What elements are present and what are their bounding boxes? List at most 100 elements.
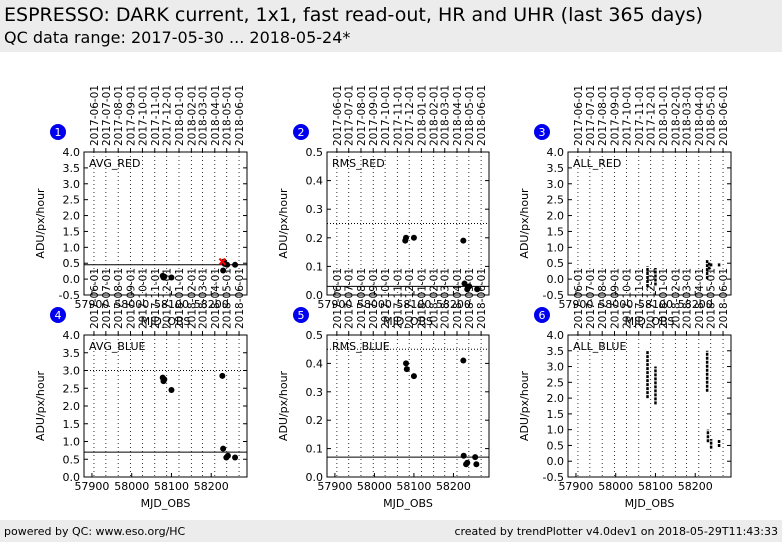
- y-tick-label: 2.5: [547, 194, 565, 207]
- panel-number-badge: [534, 124, 550, 140]
- date-tick-label: 2018-01-01: [658, 268, 670, 329]
- date-tick-label: 2018-01-01: [658, 85, 670, 146]
- y-tick-label: 4.0: [547, 329, 565, 342]
- date-tick-label: 2017-10-01: [380, 268, 392, 329]
- x-tick-label: 58200: [436, 298, 471, 311]
- y-tick-label: 4.0: [63, 329, 81, 342]
- x-tick-label: 58000: [357, 480, 392, 493]
- date-tick-label: 2018-06-01: [234, 85, 246, 146]
- x-tick-label: 58000: [114, 298, 149, 311]
- y-tick-label: 2.5: [63, 382, 81, 395]
- x-tick-label: 58200: [436, 480, 471, 493]
- y-tick-label: 0.0: [306, 289, 324, 302]
- date-tick-label: 2017-09-01: [610, 85, 622, 146]
- y-tick-label: 3.5: [63, 162, 81, 175]
- date-tick-label: 2017-08-01: [597, 85, 609, 146]
- panel-number: 2: [298, 126, 305, 139]
- date-tick-label: 2018-06-01: [476, 85, 488, 146]
- x-axis-label: MJD_OBS: [625, 497, 675, 510]
- data-point: [473, 461, 480, 468]
- y-tick-label: 2.5: [547, 376, 565, 389]
- panel-number-badge: [293, 307, 309, 323]
- page-title: ESPRESSO: DARK current, 1x1, fast read-o…: [4, 4, 703, 26]
- y-tick-label: 0.0: [547, 273, 565, 286]
- data-point: [219, 372, 226, 379]
- date-tick-label: 2017-12-01: [162, 268, 174, 329]
- data-point: [168, 387, 175, 394]
- y-tick-label: 1.5: [63, 418, 81, 431]
- date-tick-label: 2018-02-01: [186, 85, 198, 146]
- panel-number: 4: [55, 309, 62, 322]
- date-tick-label: 2017-09-01: [368, 85, 380, 146]
- y-tick-label: 0.3: [306, 203, 324, 216]
- y-tick-label: 2.0: [63, 210, 81, 223]
- date-tick-label: 2017-10-01: [137, 268, 149, 329]
- date-tick-label: 2018-06-01: [476, 268, 488, 329]
- date-tick-label: 2017-12-01: [404, 268, 416, 329]
- date-tick-label: 2017-08-01: [597, 268, 609, 329]
- date-tick-label: 2018-05-01: [464, 268, 476, 329]
- date-tick-label: 2017-07-01: [101, 268, 113, 329]
- x-tick-label: 58200: [194, 480, 229, 493]
- y-tick-label: 0.5: [547, 257, 565, 270]
- panel-number: 1: [55, 126, 62, 139]
- plot-frame: [326, 151, 490, 296]
- y-tick-label: 0.0: [63, 273, 81, 286]
- date-tick-label: 2017-07-01: [585, 85, 597, 146]
- y-axis-label: ADU/px/hour: [277, 188, 290, 259]
- date-tick-label: 2018-06-01: [234, 268, 246, 329]
- panel-number-badge: [293, 124, 309, 140]
- data-point: [224, 261, 231, 268]
- y-tick-label: 1.0: [63, 241, 81, 254]
- date-tick-label: 2018-05-01: [464, 85, 476, 146]
- date-tick-label: 2018-04-01: [210, 85, 222, 146]
- date-tick-label: 2017-10-01: [621, 268, 633, 329]
- y-tick-label: 2.0: [547, 210, 565, 223]
- date-tick-label: 2018-03-01: [681, 85, 693, 146]
- footer-created-by: created by trendPlotter v4.0dev1 on 2018…: [454, 525, 778, 538]
- highlight-point: [218, 257, 227, 266]
- date-tick-label: 2017-06-01: [89, 268, 101, 329]
- data-point: [220, 445, 227, 452]
- date-tick-label: 2018-03-01: [440, 268, 452, 329]
- date-tick-label: 2017-06-01: [573, 268, 585, 329]
- date-tick-label: 2017-06-01: [573, 85, 585, 146]
- x-axis-label: MJD_OBS: [383, 497, 433, 510]
- x-axis-label: MJD_OBS: [141, 497, 191, 510]
- highlight-mark: [218, 257, 227, 266]
- date-tick-label: 2018-04-01: [452, 85, 464, 146]
- date-tick-label: 2017-12-01: [162, 85, 174, 146]
- date-tick-label: 2017-11-01: [392, 268, 404, 329]
- y-tick-label: 2.0: [547, 392, 565, 405]
- y-tick-label: -0.5: [59, 289, 80, 302]
- date-tick-label: 2018-04-01: [210, 268, 222, 329]
- date-tick-label: 2017-07-01: [344, 85, 356, 146]
- data-point: [220, 267, 227, 274]
- data-point: [224, 452, 231, 459]
- plot-frame: [567, 334, 732, 478]
- y-tick-label: 3.5: [547, 162, 565, 175]
- panel-number-badge: [534, 307, 550, 323]
- data-point: [461, 280, 468, 287]
- date-tick-label: 2017-07-01: [585, 268, 597, 329]
- date-tick-label: 2018-01-01: [416, 85, 428, 146]
- x-tick-label: 58100: [154, 298, 189, 311]
- footer-powered-by: powered by QC: www.eso.org/HC: [4, 525, 186, 538]
- date-tick-label: 2018-03-01: [440, 85, 452, 146]
- date-tick-label: 2017-06-01: [332, 268, 344, 329]
- date-tick-label: 2017-08-01: [356, 85, 368, 146]
- x-axis-label: MJD_OBS: [625, 315, 675, 328]
- date-tick-label: 2017-11-01: [150, 85, 162, 146]
- date-tick-label: 2018-03-01: [681, 268, 693, 329]
- date-tick-label: 2017-07-01: [344, 268, 356, 329]
- date-tick-label: 2018-05-01: [222, 85, 234, 146]
- date-tick-label: 2017-09-01: [126, 85, 138, 146]
- x-tick-label: 57900: [317, 298, 352, 311]
- x-tick-label: 58100: [396, 298, 431, 311]
- x-tick-label: 57900: [317, 480, 352, 493]
- date-tick-label: 2017-08-01: [113, 268, 125, 329]
- panel-3: 2017-06-01 2017-07-01 2017-08-01 2017-09-01…: [518, 85, 732, 328]
- date-tick-label: 2017-11-01: [634, 268, 646, 329]
- data-point: [403, 366, 410, 373]
